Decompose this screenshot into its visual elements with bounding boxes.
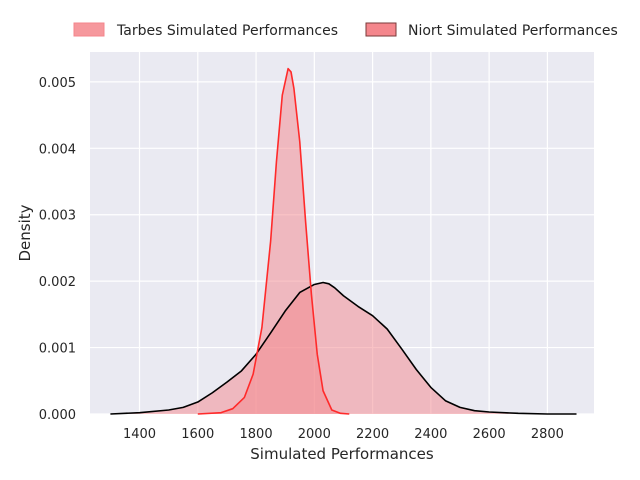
- legend-swatch: [73, 22, 105, 37]
- legend: Tarbes Simulated Performances Niort Simul…: [73, 22, 618, 39]
- x-tick-label: 1600: [181, 427, 214, 442]
- series-line: [110, 281, 577, 415]
- series-area: [110, 282, 577, 414]
- x-tick-label: 2400: [414, 427, 447, 442]
- y-tick-label: 0.001: [39, 342, 76, 357]
- y-tick-label: 0.003: [39, 209, 76, 224]
- legend-label: Tarbes Simulated Performances: [116, 23, 338, 39]
- x-tick-label: 2200: [356, 427, 389, 442]
- series-line: [197, 67, 350, 415]
- y-axis-label: Density: [16, 204, 34, 261]
- y-tick-label: 0.002: [39, 275, 76, 290]
- tick-labels: 1400 1600 1800 2000 2200 2400 2600 2800 0.000 0.0…: [39, 76, 564, 442]
- y-tick-label: 0.005: [39, 76, 76, 91]
- y-tick-label: 0.000: [39, 408, 76, 423]
- legend-swatch: [365, 22, 397, 37]
- x-tick-label: 1800: [240, 427, 273, 442]
- x-tick-label: 2800: [531, 427, 564, 442]
- series-area: [197, 68, 350, 415]
- y-tick-label: 0.004: [39, 142, 76, 157]
- x-tick-label: 2600: [473, 427, 506, 442]
- x-tick-label: 2000: [298, 427, 331, 442]
- x-tick-label: 1400: [123, 427, 156, 442]
- legend-label: Niort Simulated Performances: [408, 23, 618, 39]
- series-layer: [110, 67, 577, 415]
- x-axis-label: Simulated Performances: [250, 445, 434, 463]
